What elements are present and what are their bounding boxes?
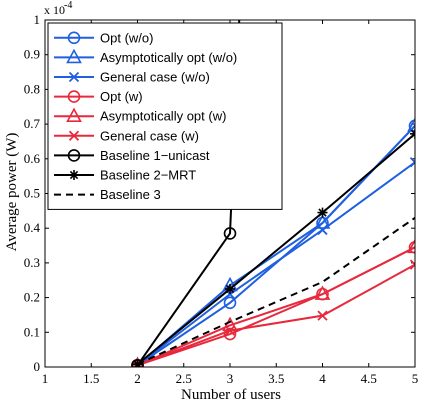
legend-item: General case (w) bbox=[54, 128, 199, 143]
x-tick-label: 5 bbox=[412, 371, 419, 386]
legend-item: General case (w/o) bbox=[54, 70, 210, 85]
axis-ticks: 1 1.5 2 2.5 3 3.5 4 4.5 5 0 0.1 0.2 0.3 0.4 0.5 0.6 0.7 0… bbox=[24, 12, 419, 386]
y-exponent: x 10 -4 bbox=[44, 0, 72, 17]
legend: Opt (w/o) Asymptotically opt (w/o) General… bbox=[47, 22, 283, 210]
series-line bbox=[137, 246, 415, 367]
y-tick-label: 0.9 bbox=[24, 47, 40, 62]
x-tick-label: 4 bbox=[319, 371, 326, 386]
legend-label: Opt (w/o) bbox=[100, 30, 153, 45]
legend-item: Baseline 3 bbox=[54, 187, 161, 202]
data-point bbox=[224, 325, 236, 336]
y-tick-label: 0.7 bbox=[24, 116, 41, 131]
data-point bbox=[225, 283, 235, 294]
series-line bbox=[136, 161, 415, 367]
series-baseline-3 bbox=[137, 216, 415, 366]
y-tick-label: 0.3 bbox=[24, 255, 40, 270]
legend-label: Asymptotically opt (w/o) bbox=[100, 50, 237, 65]
legend-item: Asymptotically opt (w) bbox=[54, 107, 226, 124]
x-axis-label: Number of users bbox=[181, 387, 281, 403]
legend-item: Asymptotically opt (w/o) bbox=[54, 48, 237, 65]
data-point bbox=[317, 207, 328, 218]
data-point bbox=[407, 238, 415, 254]
data-point bbox=[409, 259, 415, 270]
legend-item: Baseline 2−MRT bbox=[54, 168, 196, 183]
data-point bbox=[67, 149, 81, 162]
legend-label: General case (w) bbox=[100, 128, 199, 143]
x-tick-label: 3.5 bbox=[268, 371, 284, 386]
x-tick-label: 3 bbox=[227, 371, 234, 386]
y-tick-label: 0.8 bbox=[24, 81, 40, 96]
y-tick-label: 0.4 bbox=[24, 220, 41, 235]
y-tick-label: 1 bbox=[34, 12, 41, 27]
series-layer bbox=[131, 20, 415, 367]
x-tick-label: 2.5 bbox=[176, 371, 192, 386]
legend-label: Baseline 2−MRT bbox=[100, 168, 196, 183]
x-tick-label: 2 bbox=[134, 371, 141, 386]
plot-frame bbox=[44, 19, 416, 368]
y-exponent-power: -4 bbox=[64, 0, 72, 11]
data-point bbox=[66, 48, 82, 64]
data-point bbox=[67, 90, 81, 103]
data-point bbox=[314, 285, 331, 300]
series-line bbox=[137, 263, 415, 367]
data-point bbox=[409, 157, 415, 168]
data-point bbox=[223, 227, 237, 240]
series-line bbox=[137, 216, 415, 366]
data-point bbox=[223, 296, 237, 310]
y-tick-label: 0.5 bbox=[24, 186, 40, 201]
data-point bbox=[408, 240, 415, 254]
x-tick-label: 4.5 bbox=[361, 371, 377, 386]
data-point bbox=[317, 224, 328, 236]
legend-label: Opt (w) bbox=[100, 89, 143, 104]
data-point bbox=[69, 170, 79, 180]
data-point bbox=[314, 214, 331, 229]
data-point bbox=[68, 130, 80, 141]
x-tick-label: 1.5 bbox=[83, 371, 99, 386]
y-tick-label: 0 bbox=[34, 359, 41, 374]
y-tick-label: 0.2 bbox=[24, 290, 40, 305]
data-point bbox=[66, 107, 82, 122]
legend-label: Baseline 3 bbox=[100, 187, 161, 202]
y-tick-label: 0.6 bbox=[24, 151, 41, 166]
x-tick-label: 1 bbox=[42, 371, 49, 386]
data-point bbox=[407, 117, 415, 132]
legend-item: Opt (w) bbox=[54, 89, 143, 104]
series-line bbox=[136, 133, 415, 365]
data-point bbox=[67, 31, 81, 45]
legend-label: Baseline 1−unicast bbox=[100, 148, 210, 163]
legend-item: Baseline 1−unicast bbox=[54, 148, 210, 163]
y-tick-label: 0.1 bbox=[24, 324, 40, 339]
data-point bbox=[408, 119, 415, 133]
y-exponent-base: x 10 bbox=[44, 3, 65, 17]
data-point bbox=[68, 71, 80, 83]
data-point bbox=[223, 327, 237, 341]
legend-label: Asymptotically opt (w) bbox=[100, 109, 226, 124]
data-point bbox=[317, 310, 328, 321]
y-axis-label: Average power (W) bbox=[4, 133, 20, 252]
legend-label: General case (w/o) bbox=[100, 70, 210, 85]
legend-item: Opt (w/o) bbox=[54, 30, 153, 45]
